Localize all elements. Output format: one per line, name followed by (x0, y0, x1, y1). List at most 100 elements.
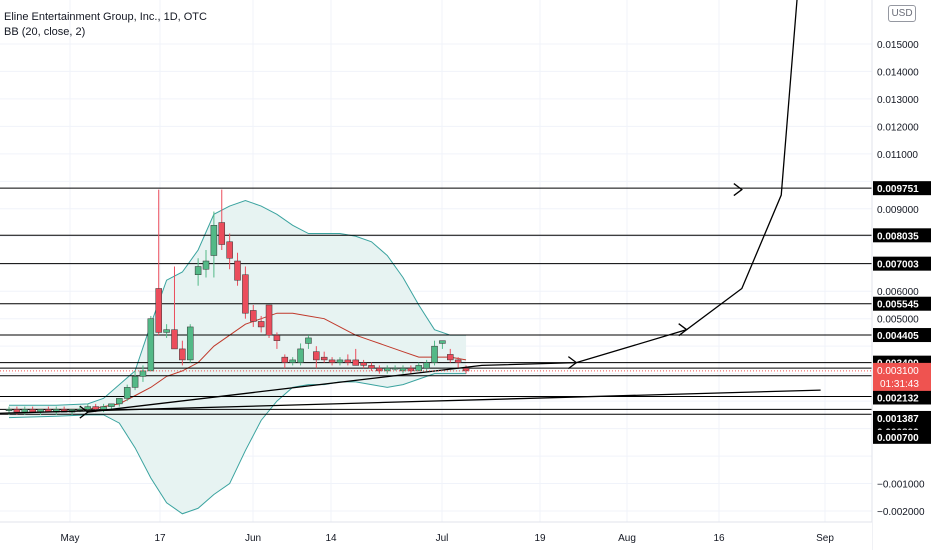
y-tick-label: 0.014000 (877, 67, 919, 78)
arrowhead (79, 405, 89, 419)
price-label-text: 0.001387 (877, 414, 919, 425)
candle-body (139, 370, 147, 377)
price-label: 0.002132 (873, 390, 931, 405)
candle-body (186, 326, 194, 361)
candle-body (147, 318, 155, 372)
candle-body (297, 348, 304, 363)
candle-body (407, 367, 415, 372)
x-tick-label: Aug (618, 533, 636, 544)
candle-body (155, 288, 162, 333)
candle-body (76, 409, 84, 411)
candle-body (281, 356, 289, 363)
candle-body (84, 406, 92, 410)
y-tick-label: 0.013000 (877, 95, 919, 106)
y-tick-label: −0.001000 (877, 480, 925, 491)
bollinger-lower-band (8, 373, 467, 515)
candle-body (242, 274, 249, 314)
last-price-label: 0.003100 01:31:43 (873, 362, 931, 391)
arrowhead (733, 183, 743, 197)
price-label: 0.005545 (873, 296, 931, 311)
candle-body (194, 266, 202, 275)
candle-body (123, 387, 131, 399)
arrowhead (678, 323, 688, 337)
candle-body (13, 409, 21, 413)
trend-line (0, 389, 821, 414)
price-label: 0.000700 (873, 429, 931, 444)
price-label: 0.001387 (873, 410, 931, 425)
price-label: 0.007003 (873, 256, 931, 271)
candle-body (313, 351, 320, 361)
x-tick-label: Jun (245, 533, 261, 544)
candle-body (131, 376, 139, 388)
x-tick-label: Jul (436, 533, 449, 544)
arrowhead (567, 356, 578, 370)
candle-body (305, 337, 312, 344)
settings-area (876, 526, 926, 546)
price-label-text: 0.000700 (877, 433, 919, 444)
candle-body (391, 367, 399, 370)
candle-body (399, 367, 407, 372)
y-tick-label: 0.009000 (877, 205, 919, 216)
candle-body (415, 365, 423, 372)
candle-body (21, 409, 29, 413)
candle-body (218, 222, 226, 245)
candle-body (265, 304, 273, 336)
candle-body (257, 321, 265, 328)
bollinger-upper-band (9, 200, 467, 406)
candle-body (273, 334, 281, 341)
candle-body (454, 359, 462, 363)
candle-body (108, 403, 115, 407)
x-tick-label: 16 (713, 533, 725, 544)
candle-body (171, 329, 178, 350)
price-axis-panel (872, 0, 932, 550)
candle-body (328, 359, 336, 363)
candle-body (5, 409, 13, 411)
symbol-title: Eline Entertainment Group, Inc., 1D, OTC (4, 11, 207, 23)
candle-body (179, 348, 186, 361)
price-label-text: 0.005545 (877, 300, 919, 311)
candle-body (447, 354, 454, 361)
price-label-text: 0.004405 (877, 331, 919, 342)
candle-body (226, 241, 233, 259)
price-label: 0.009751 (873, 181, 931, 196)
candle-body (439, 340, 446, 344)
x-tick-label: Sep (816, 533, 834, 544)
currency-badge[interactable]: USD (888, 5, 916, 22)
price-label-text: 0.008035 (877, 231, 919, 242)
y-tick-label: −0.002000 (877, 507, 925, 518)
candle-body (163, 329, 170, 333)
candle-body (352, 359, 359, 366)
candle-body (210, 225, 218, 256)
y-tick-label: 0.011000 (877, 150, 918, 161)
candle-body (360, 362, 367, 366)
candle-body (344, 359, 352, 363)
x-tick-label: 14 (325, 533, 337, 544)
candle-body (336, 359, 344, 363)
candle-body (462, 367, 470, 372)
candle-body (202, 260, 210, 270)
price-label-text: 0.007003 (877, 260, 919, 271)
price-label: 0.004405 (873, 328, 931, 343)
candle-body (368, 365, 375, 369)
candle-body (92, 406, 99, 410)
price-label-text: 0.002132 (877, 393, 919, 404)
candle-body (423, 362, 430, 369)
y-tick-label: 0.015000 (877, 40, 919, 51)
candle-body (376, 367, 383, 372)
last-price-value: 0.003100 (877, 366, 919, 377)
x-tick-label: 19 (534, 533, 546, 544)
candle-body (431, 345, 438, 363)
candle-body (234, 260, 241, 281)
x-tick-label: 17 (154, 533, 166, 544)
indicator-title[interactable]: BB (20, close, 2) (4, 26, 86, 38)
candle-body (116, 398, 123, 405)
last-price-countdown: 01:31:43 (880, 379, 919, 390)
candle-body (100, 406, 107, 410)
y-tick-label: 0.005000 (877, 315, 919, 326)
time-axis-panel (0, 522, 872, 550)
y-tick-label: 0.006000 (877, 287, 919, 298)
price-label-text: 0.009751 (877, 184, 919, 195)
y-tick-label: 0.012000 (877, 122, 919, 133)
candle-body (320, 356, 328, 361)
